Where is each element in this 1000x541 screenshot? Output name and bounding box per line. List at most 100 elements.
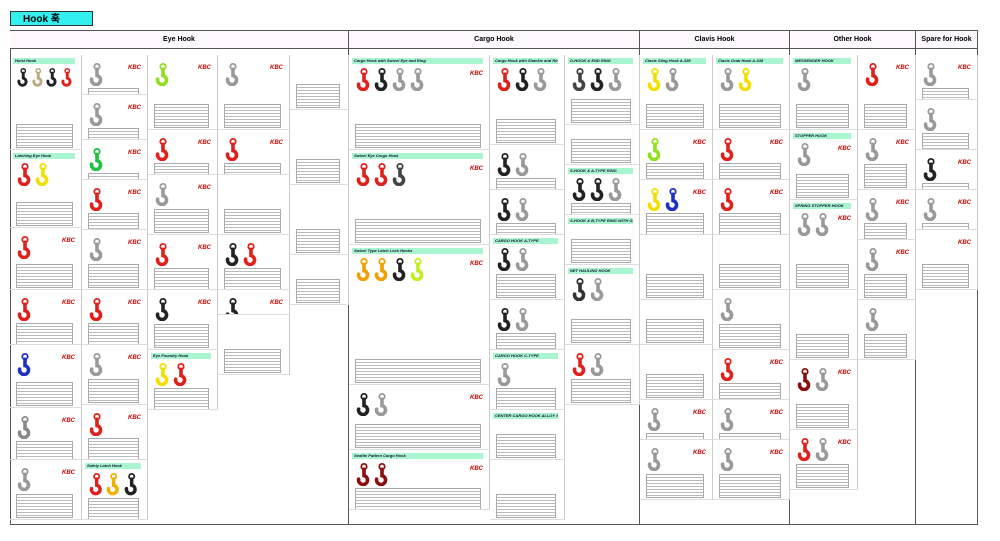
product-panel[interactable]: KBC [82,290,148,345]
product-panel[interactable] [490,460,565,520]
product-panel[interactable] [490,300,565,350]
product-panel[interactable]: S-HOOK & A-TYPE RING [565,165,640,215]
product-panel[interactable]: KBC [148,235,218,290]
product-panel[interactable]: KBC [640,180,713,235]
product-panel[interactable] [218,175,290,235]
product-panel[interactable]: KBC [640,400,713,440]
section-header-3[interactable]: Other Hook [790,31,916,49]
product-panel[interactable]: Safety Latch Hook [82,460,148,520]
product-panel[interactable]: S-HOOK & B-TYPE RING WITH GROOVE ALLOY S… [565,215,640,265]
product-panel[interactable] [640,300,713,345]
product-panel[interactable]: KBC [916,190,978,230]
product-panel[interactable]: KBC [148,130,218,175]
product-panel[interactable]: KBC [640,440,713,500]
product-panel[interactable]: KBC [218,55,290,130]
product-panel[interactable]: KBC [82,180,148,230]
section-header-0[interactable]: Eye Hook [10,31,349,49]
product-panel[interactable]: KBC [858,240,916,300]
product-panel[interactable]: SPRING STOPPER HOOK KBC [790,200,858,290]
product-panel[interactable]: CARGO HOOK A-TYPE [490,235,565,300]
product-panel[interactable]: KBC [10,460,82,520]
product-panel[interactable] [790,290,858,360]
kbc-logo: KBC [62,300,75,306]
kbc-logo: KBC [128,355,141,361]
product-panel[interactable] [640,345,713,400]
product-panel[interactable]: Eye Foundry Hook [148,350,218,410]
hook-image [374,463,388,487]
section-header-1[interactable]: Cargo Hook [349,31,640,49]
product-panel[interactable] [490,190,565,235]
product-panel[interactable]: CENTER CARGO HOOK ALLOY STEEL [490,410,565,460]
product-panel[interactable]: Clavis Sling Hook A-339 [640,55,713,130]
product-panel[interactable]: KBC [10,408,82,460]
product-panel[interactable] [290,185,349,255]
product-panel[interactable]: KBC [916,55,978,100]
product-panel[interactable] [713,290,790,350]
product-panel[interactable]: KBC [10,228,82,290]
product-panel[interactable]: KBC [82,405,148,460]
product-panel[interactable]: KBC [713,180,790,235]
product-panel[interactable] [490,145,565,190]
product-panel[interactable]: Seattle Pattern Cargo Hook KBC [349,450,490,510]
product-panel[interactable]: KBC [858,55,916,130]
product-panel[interactable]: D-HOOK & END RING [565,55,640,125]
product-panel[interactable]: KBC [82,345,148,405]
product-panel[interactable]: KBC [218,290,290,315]
product-panel[interactable]: Cargo Hook with Swivel Eye and Ring KBC [349,55,490,150]
product-panel[interactable]: KBC [148,55,218,130]
product-panel[interactable]: Cargo Hook with Shackle and Ring [490,55,565,145]
product-panel[interactable] [218,315,290,375]
product-title: CARGO HOOK C-TYPE [493,353,558,359]
product-panel[interactable]: KBC [349,385,490,450]
product-panel[interactable]: KBC [790,360,858,430]
product-panel[interactable]: KBC [713,350,790,400]
product-panel[interactable] [290,55,349,110]
product-panel[interactable]: KBC [10,290,82,345]
product-title: Cargo Hook with Shackle and Ring [493,58,558,64]
product-panel[interactable]: STOPPER HOOK KBC [790,130,858,200]
product-panel[interactable]: KBC [640,130,713,180]
hook-image [374,393,388,417]
product-panel[interactable]: KBC [916,150,978,190]
product-panel[interactable]: KBC [218,130,290,175]
product-panel[interactable] [290,110,349,185]
product-panel[interactable]: KBC [82,230,148,290]
product-panel[interactable]: KBC [858,190,916,240]
product-panel[interactable]: KBC [858,130,916,190]
product-panel[interactable]: KBC [148,290,218,350]
product-panel[interactable]: CARGO HOOK C-TYPE [490,350,565,410]
product-panel[interactable]: KBC [713,440,790,500]
product-panel[interactable]: Clavis Grab Hook A-338 [713,55,790,130]
product-panel[interactable] [218,235,290,290]
product-panel[interactable] [858,300,916,360]
spec-table [496,333,556,349]
product-panel[interactable] [565,345,640,405]
section-header-4[interactable]: Spare for Hook [916,31,978,49]
product-panel[interactable]: Latching Eye Hook [10,150,82,228]
product-panel[interactable]: KBC [916,230,978,290]
product-panel[interactable]: KBC [10,345,82,408]
product-panel[interactable] [565,125,640,165]
product-panel[interactable]: Hoist Hook [10,55,82,150]
product-panel[interactable]: KBC [82,55,148,95]
hook-image [89,473,102,496]
product-panel[interactable] [916,100,978,150]
product-panel[interactable]: KBC [713,400,790,440]
product-panel[interactable] [640,235,713,300]
section-header-2[interactable]: Clavis Hook [640,31,790,49]
product-panel[interactable]: Swivel Type Latch Lock Hooks KBC [349,245,490,385]
spec-table [88,128,139,139]
product-panel[interactable]: KBC [713,130,790,180]
product-panel[interactable] [290,255,349,305]
hook-image [572,178,586,202]
product-panel[interactable] [713,235,790,290]
product-panel[interactable]: KBC [82,95,148,140]
product-panel[interactable]: Swivel Eye Cargo Hook KBC [349,150,490,245]
product-panel[interactable]: MESSENGER HOOK [790,55,858,130]
product-panel[interactable]: KBC [148,175,218,235]
spec-table [646,319,704,343]
product-panel[interactable]: NET HAULING HOOK [565,265,640,345]
product-panel[interactable]: KBC [82,140,148,180]
spec-table [719,474,781,498]
product-panel[interactable]: KBC [790,430,858,490]
